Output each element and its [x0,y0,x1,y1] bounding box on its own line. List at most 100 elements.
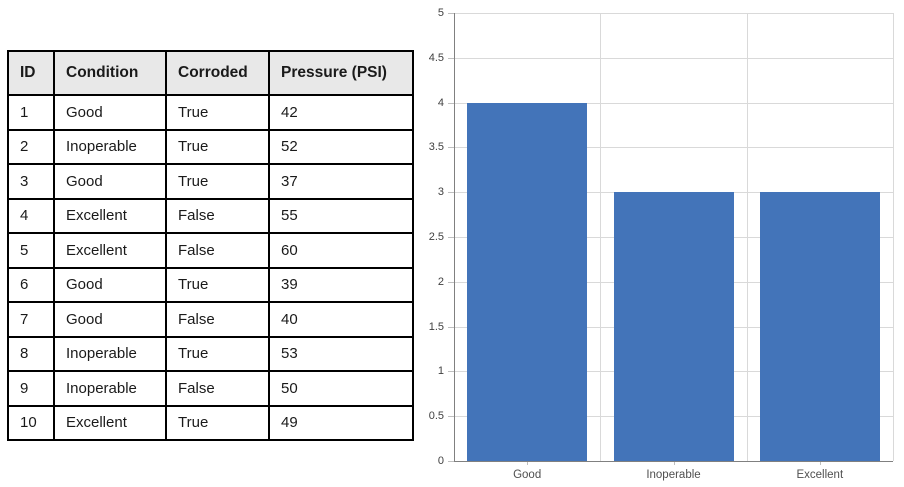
cell-corroded: True [165,163,270,200]
cell-id: 1 [7,94,55,131]
cell-id: 5 [7,232,55,269]
cell-corroded: False [165,301,270,338]
y-axis-line [454,13,455,462]
x-axis-tick [819,461,821,465]
y-axis-tick [448,371,454,373]
x-axis-category-label: Excellent [796,469,844,481]
x-axis-tick [673,461,675,465]
gridline-horizontal [454,57,893,59]
cell-condition: Excellent [53,232,167,269]
y-axis-tick [448,237,454,238]
cell-corroded: False [165,232,270,269]
cell-id: 4 [7,197,55,234]
column-header-pressure-psi: Pressure (PSI) [268,50,414,96]
bar-inoperable [613,192,734,461]
y-axis-tick [448,57,454,59]
cell-pressure-psi: 50 [268,370,414,407]
table-header-row: ID Condition Corroded Pressure (PSI) [7,50,414,96]
condition-count-bar-chart: 0 0.5 1 1.5 2 2.5 3 3.5 4 4.5 5 Good Inoperable Excel… [420,0,904,487]
cell-condition: Inoperable [53,335,167,372]
y-axis-tick-label: 4.5 [428,51,444,64]
cell-pressure-psi: 53 [268,335,414,372]
table-row: 3 Good True 37 [7,163,414,200]
bar-excellent [759,192,880,461]
table-row: 2 Inoperable True 52 [7,128,414,165]
cell-id: 9 [7,370,55,407]
pipe-data-table: ID Condition Corroded Pressure (PSI) 1 Good T… [7,50,414,441]
y-axis-tick-label: 1.5 [428,320,444,333]
column-header-id: ID [7,50,55,96]
y-axis-tick-label: 3 [437,186,444,199]
cell-pressure-psi: 39 [268,266,414,303]
cell-pressure-psi: 40 [268,301,414,338]
cell-id: 3 [7,163,55,200]
gridline-horizontal [454,102,893,104]
cell-corroded: True [165,335,270,372]
x-axis-line [454,461,893,462]
y-axis-tick-label: 0.5 [428,410,444,423]
cell-corroded: True [165,94,270,131]
cell-id: 7 [7,301,55,338]
cell-corroded: True [165,404,270,441]
table-row: 10 Excellent True 49 [7,404,414,441]
y-axis-tick-label: 3.5 [428,141,444,154]
gridline-vertical [893,13,894,461]
cell-id: 6 [7,266,55,303]
cell-condition: Excellent [53,197,167,234]
table-header-row: ID Condition Corroded Pressure (PSI) [7,50,414,96]
y-axis-tick [448,192,454,194]
cell-id: 2 [7,128,55,165]
table-row: 5 Excellent False 60 [7,232,414,269]
gridline-vertical [746,13,748,461]
table-body: 1 Good True 42 2 Inoperable True 52 3 Good True 37 4… [7,94,414,441]
bar-good [467,102,588,461]
y-axis-tick [448,147,454,149]
y-axis-tick-label: 4 [437,96,444,109]
y-axis-tick-label: 1 [437,365,444,378]
cell-pressure-psi: 42 [268,94,414,131]
y-axis-tick-label: 2 [437,275,444,288]
cell-corroded: False [165,197,270,234]
cell-pressure-psi: 52 [268,128,414,165]
cell-condition: Inoperable [53,370,167,407]
y-axis-tick [448,461,454,462]
y-axis-tick [448,326,454,328]
cell-corroded: True [165,266,270,303]
column-header-condition: Condition [53,50,167,96]
cell-pressure-psi: 60 [268,232,414,269]
y-axis-tick-label: 2.5 [428,231,444,243]
table-row: 4 Excellent False 55 [7,197,414,234]
y-axis-tick-label: 0 [437,455,444,467]
x-axis-category-label: Inoperable [646,469,701,481]
x-axis-category-label: Good [513,469,542,481]
table-row: 9 Inoperable False 50 [7,370,414,407]
gridline-horizontal [454,13,893,14]
table-row: 8 Inoperable True 53 [7,335,414,372]
y-axis-tick [448,13,454,14]
table-row: 1 Good True 42 [7,94,414,131]
y-axis-tick [448,102,454,104]
cell-pressure-psi: 55 [268,197,414,234]
table-row: 7 Good False 40 [7,301,414,338]
table-row: 6 Good True 39 [7,266,414,303]
cell-pressure-psi: 37 [268,163,414,200]
x-axis-tick [527,461,529,465]
column-header-corroded: Corroded [165,50,270,96]
cell-corroded: False [165,370,270,407]
cell-condition: Good [53,94,167,131]
cell-condition: Good [53,301,167,338]
cell-id: 8 [7,335,55,372]
y-axis-tick [448,281,454,283]
cell-condition: Good [53,266,167,303]
cell-pressure-psi: 49 [268,404,414,441]
cell-corroded: True [165,128,270,165]
cell-condition: Inoperable [53,128,167,165]
cell-condition: Excellent [53,404,167,441]
gridline-vertical [600,13,602,461]
gridline-horizontal [454,147,893,149]
y-axis-tick [448,416,454,418]
cell-id: 10 [7,404,55,441]
y-axis-tick-label: 5 [437,7,444,19]
cell-condition: Good [53,163,167,200]
